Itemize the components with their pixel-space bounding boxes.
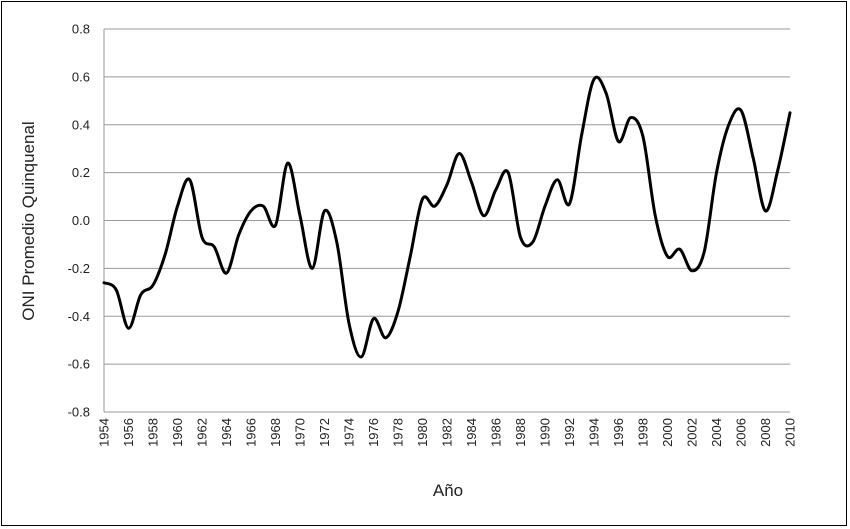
y-tick-label: 0.2	[72, 165, 90, 180]
x-tick-label: 2000	[660, 418, 675, 447]
y-tick-label: -0.6	[68, 357, 90, 372]
x-tick-label: 1990	[538, 418, 553, 447]
x-tick-label: 1958	[146, 418, 161, 447]
x-tick-label: 1956	[121, 418, 136, 447]
y-tick-label: -0.2	[68, 261, 90, 276]
x-tick-label: 1962	[195, 418, 210, 447]
x-tick-label: 1976	[366, 418, 381, 447]
y-tick-label: 0.6	[72, 69, 90, 84]
x-tick-label: 1964	[219, 418, 234, 447]
x-tick-label: 2010	[783, 418, 798, 447]
x-tick-label: 1980	[415, 418, 430, 447]
x-tick-label: 1996	[611, 418, 626, 447]
x-tick-label: 2008	[758, 418, 773, 447]
x-tick-label: 1992	[562, 418, 577, 447]
x-tick-label: 1972	[317, 418, 332, 447]
y-tick-label: 0.8	[72, 22, 90, 37]
x-tick-label: 1984	[464, 418, 479, 447]
y-tick-label: -0.8	[68, 405, 90, 420]
x-tick-label: 1998	[636, 418, 651, 447]
x-tick-label: 1982	[440, 418, 455, 447]
x-tick-label: 1960	[170, 418, 185, 447]
y-tick-label: 0.0	[72, 213, 90, 228]
x-tick-label: 2004	[709, 418, 724, 447]
x-tick-label: 1954	[97, 418, 112, 447]
y-tick-label: -0.4	[68, 309, 90, 324]
y-tick-labels: 0.8 0.6 0.4 0.2 0.0 -0.2 -0.4 -0.6 -0.8	[68, 22, 90, 420]
x-tick-label: 1966	[244, 418, 259, 447]
x-tick-label: 1988	[513, 418, 528, 447]
x-tick-label: 1994	[587, 418, 602, 447]
y-tick-label: 0.4	[72, 117, 90, 132]
x-tick-label: 1968	[268, 418, 283, 447]
x-tick-label: 1974	[342, 418, 357, 447]
x-axis-title: Año	[433, 481, 463, 500]
x-tick-label: 1970	[293, 418, 308, 447]
x-tick-labels: 1954 1956 1958 1960 1962 1964 1966 1968 1970 1972…	[97, 418, 798, 447]
x-tick-label: 1986	[489, 418, 504, 447]
series-layer	[102, 75, 792, 359]
y-axis-title: ONI Promedio Quinquenal	[19, 121, 38, 320]
x-tick-label: 2006	[734, 418, 749, 447]
series-line	[102, 75, 792, 359]
x-tick-label: 2002	[685, 418, 700, 447]
gridlines	[103, 28, 790, 413]
x-tick-label: 1978	[391, 418, 406, 447]
